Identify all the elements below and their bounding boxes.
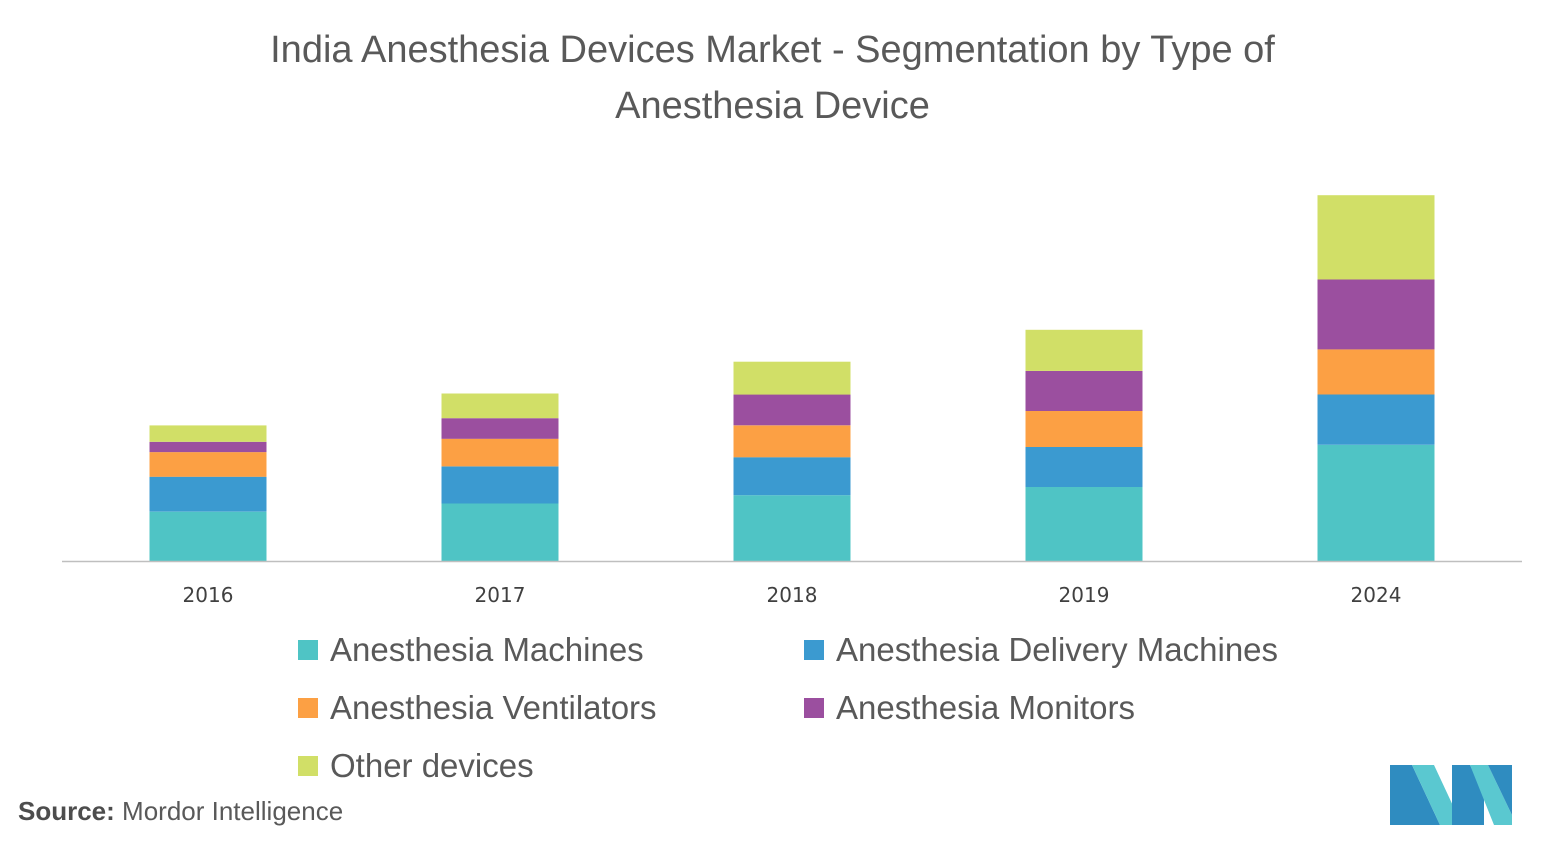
bar-segment-2016-anesthesia-monitors [149, 441, 267, 453]
bar-segment-2019-anesthesia-machines [1025, 487, 1143, 561]
bar-segment-2019-anesthesia-monitors [1025, 370, 1143, 411]
bar-segment-2019-anesthesia-delivery-machines [1025, 446, 1143, 487]
bar-segment-2016-anesthesia-delivery-machines [149, 476, 267, 512]
mordor-intelligence-logo [1390, 765, 1512, 825]
bar-segment-2018-anesthesia-machines [733, 495, 851, 561]
bar-segment-2024-anesthesia-machines [1317, 444, 1435, 561]
bar-segment-2016-anesthesia-ventilators [149, 452, 267, 477]
legend-swatch [804, 640, 824, 660]
legend-swatch [298, 756, 318, 776]
legend-item-anesthesia-ventilators: Anesthesia Ventilators [298, 686, 657, 730]
bar-segment-2024-anesthesia-monitors [1317, 279, 1435, 350]
legend-swatch [298, 698, 318, 718]
x-tick-label-2024: 2024 [1351, 583, 1402, 607]
bar-segment-2018-anesthesia-delivery-machines [733, 457, 851, 496]
source-note: Source: Mordor Intelligence [18, 796, 343, 827]
bar-segment-2017-anesthesia-monitors [441, 418, 559, 439]
bar-segment-2016-anesthesia-machines [149, 511, 267, 561]
bar-segment-2017-anesthesia-delivery-machines [441, 466, 559, 504]
chart-legend: Anesthesia Machines Anesthesia Delivery M… [298, 628, 1398, 798]
bar-segment-2024-anesthesia-delivery-machines [1317, 394, 1435, 445]
stacked-bar-chart: 2016 2017 2018 2019 2024 [62, 195, 1522, 607]
legend-label: Other devices [330, 747, 534, 784]
legend-label: Anesthesia Monitors [836, 689, 1135, 726]
legend-swatch [298, 640, 318, 660]
source-text: Mordor Intelligence [122, 796, 344, 826]
bar-segment-2017-other-devices [441, 393, 559, 419]
bar-segment-2018-anesthesia-ventilators [733, 425, 851, 458]
x-tick-label-2016: 2016 [183, 583, 234, 607]
x-tick-label-2018: 2018 [767, 583, 818, 607]
bar-segment-2017-anesthesia-machines [441, 503, 559, 561]
legend-label: Anesthesia Machines [330, 631, 644, 668]
x-tick-label-2017: 2017 [475, 583, 526, 607]
bar-segment-2018-other-devices [733, 361, 851, 395]
bar-segment-2024-other-devices [1317, 195, 1435, 280]
chart-title-line2: Anesthesia Device [615, 85, 930, 127]
source-label: Source: [18, 796, 115, 826]
chart-title-line1: India Anesthesia Devices Market - Segmen… [270, 29, 1275, 71]
x-tick-label-2019: 2019 [1059, 583, 1110, 607]
bar-segment-2019-anesthesia-ventilators [1025, 411, 1143, 447]
legend-swatch [804, 698, 824, 718]
legend-label: Anesthesia Delivery Machines [836, 631, 1279, 668]
legend-item-anesthesia-monitors: Anesthesia Monitors [804, 686, 1135, 730]
bar-segment-2024-anesthesia-ventilators [1317, 349, 1435, 395]
legend-label: Anesthesia Ventilators [330, 689, 657, 726]
bar-segment-2016-other-devices [149, 425, 267, 442]
bar-segment-2017-anesthesia-ventilators [441, 438, 559, 467]
legend-item-other-devices: Other devices [298, 744, 534, 788]
bar-segment-2019-other-devices [1025, 329, 1143, 371]
chart-title: India Anesthesia Devices Market - Segmen… [0, 22, 1545, 134]
legend-item-anesthesia-delivery-machines: Anesthesia Delivery Machines [804, 628, 1278, 672]
legend-item-anesthesia-machines: Anesthesia Machines [298, 628, 644, 672]
bar-segment-2018-anesthesia-monitors [733, 394, 851, 426]
